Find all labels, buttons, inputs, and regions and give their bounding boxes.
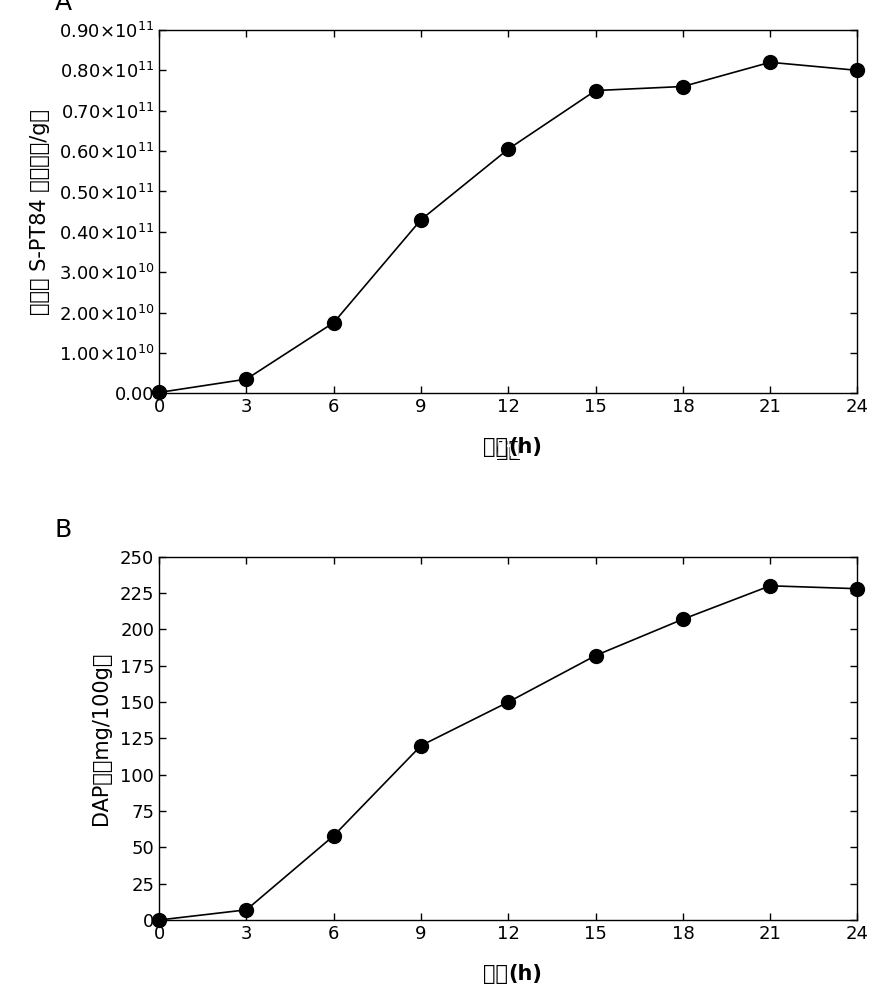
Y-axis label: 乳酸菌 S-PT84 菌数（个/g）: 乳酸菌 S-PT84 菌数（个/g） [30, 109, 50, 315]
Text: 时间: 时间 [484, 964, 508, 984]
Text: (h): (h) [492, 440, 525, 460]
Text: B: B [55, 518, 72, 542]
Text: A: A [55, 0, 72, 15]
Text: 时间: 时间 [484, 437, 508, 457]
Text: 时间: 时间 [496, 440, 521, 460]
Y-axis label: DAP量（mg/100g）: DAP量（mg/100g） [91, 652, 111, 825]
Text: (h): (h) [508, 437, 542, 457]
Text: (h): (h) [508, 964, 542, 984]
